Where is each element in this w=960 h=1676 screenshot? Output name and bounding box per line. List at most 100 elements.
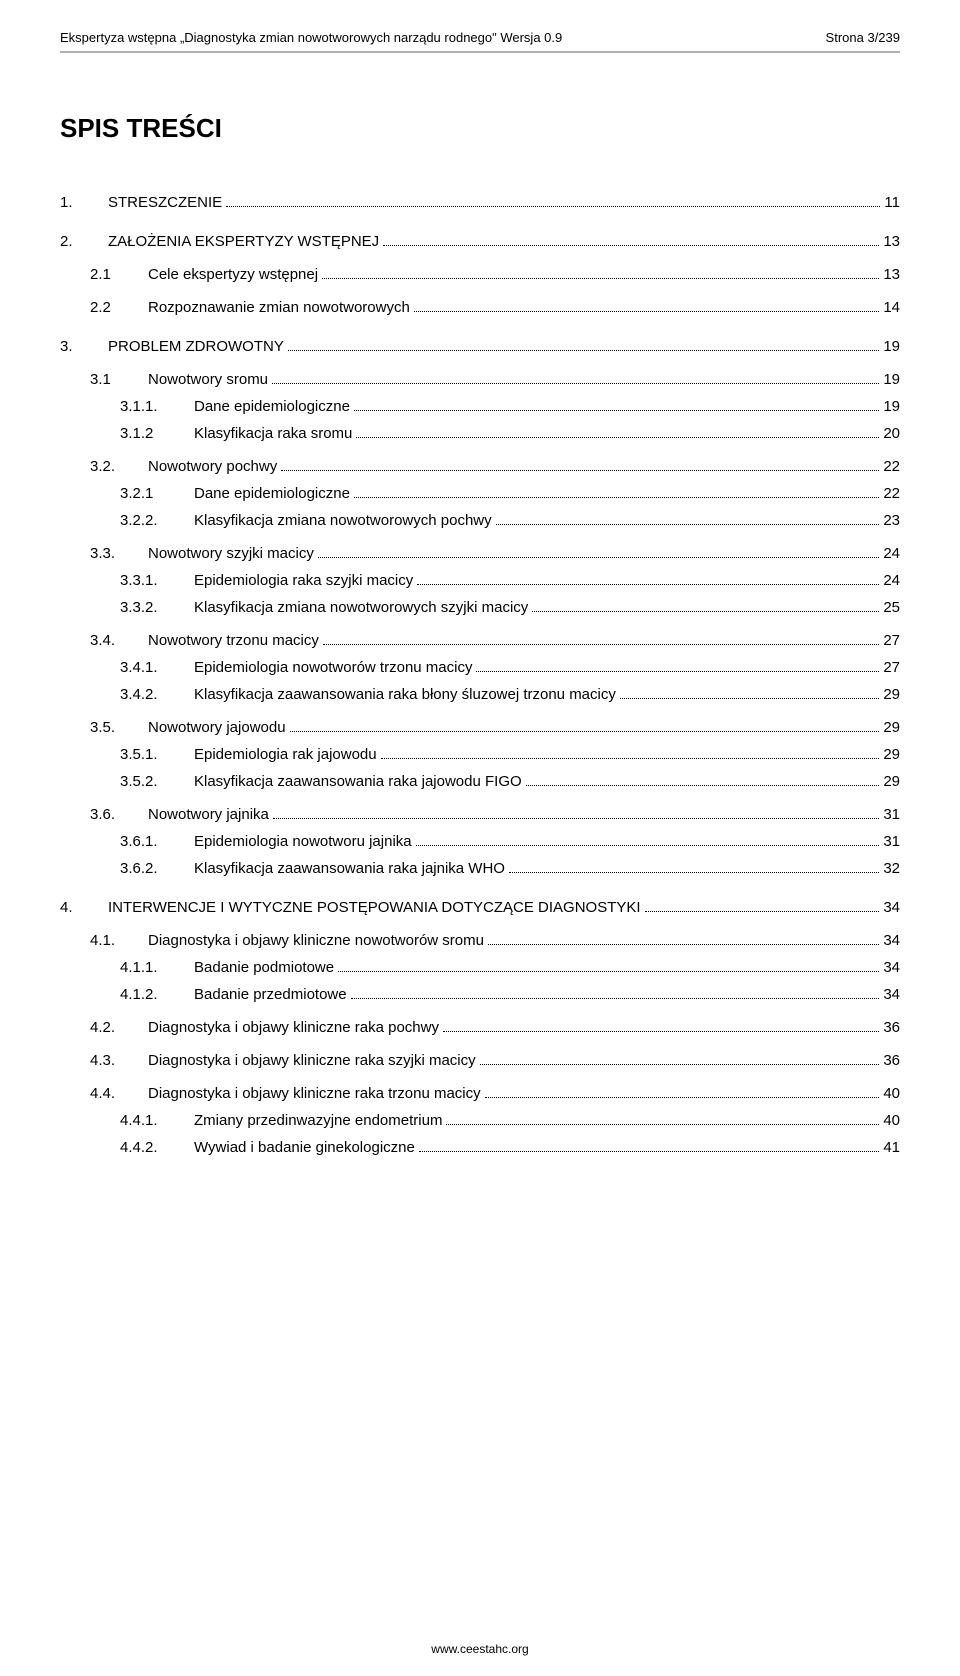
- toc-entry-page: 36: [883, 1019, 900, 1036]
- toc-entry-number: 1.: [60, 194, 108, 211]
- toc-entry-label: Klasyfikacja zaawansowania raka jajnika …: [194, 860, 505, 877]
- toc-entry-label: Zmiany przedinwazyjne endometrium: [194, 1112, 442, 1129]
- toc-leader-dots: [480, 1064, 880, 1065]
- toc-leader-dots: [526, 785, 880, 786]
- toc-leader-dots: [416, 845, 880, 846]
- toc-leader-dots: [476, 671, 879, 672]
- toc-entry-page: 14: [883, 299, 900, 316]
- toc-leader-dots: [532, 611, 879, 612]
- toc-entry-number: 4.1.2.: [120, 986, 194, 1003]
- toc-entry-label: PROBLEM ZDROWOTNY: [108, 338, 284, 355]
- toc-entry: 3.2.Nowotwory pochwy22: [90, 458, 900, 475]
- toc-entry-label: Nowotwory jajnika: [148, 806, 269, 823]
- toc-entry-number: 3.6.1.: [120, 833, 194, 850]
- toc-leader-dots: [290, 731, 880, 732]
- toc-entry-page: 19: [883, 338, 900, 355]
- toc-entry-page: 24: [883, 572, 900, 589]
- toc-entry-number: 3.1: [90, 371, 148, 388]
- toc-leader-dots: [226, 206, 880, 207]
- toc-entry: 3.5.1.Epidemiologia rak jajowodu 29: [120, 746, 900, 763]
- toc-entry-number: 4.4.1.: [120, 1112, 194, 1129]
- toc-leader-dots: [485, 1097, 880, 1098]
- toc-entry: 2.ZAŁOŻENIA EKSPERTYZY WSTĘPNEJ 13: [60, 233, 900, 250]
- toc-leader-dots: [288, 350, 879, 351]
- toc-entry-number: 3.3.: [90, 545, 148, 562]
- toc-entry-label: ZAŁOŻENIA EKSPERTYZY WSTĘPNEJ: [108, 233, 379, 250]
- toc-entry: 3.2.2.Klasyfikacja zmiana nowotworowych …: [120, 512, 900, 529]
- toc-entry-page: 40: [883, 1112, 900, 1129]
- toc-entry-page: 13: [883, 266, 900, 283]
- toc-entry-number: 4.: [60, 899, 108, 916]
- toc-entry: 3.PROBLEM ZDROWOTNY 19: [60, 338, 900, 355]
- page: Ekspertyza wstępna „Diagnostyka zmian no…: [0, 0, 960, 1676]
- toc-entry: 3.6.Nowotwory jajnika 31: [90, 806, 900, 823]
- toc-entry-page: 29: [883, 686, 900, 703]
- toc-entry-number: 3.2.1: [120, 485, 194, 502]
- toc-leader-dots: [496, 524, 880, 525]
- toc-entry-label: Epidemiologia rak jajowodu: [194, 746, 377, 763]
- toc-entry-label: Diagnostyka i objawy kliniczne raka szyj…: [148, 1052, 476, 1069]
- toc-leader-dots: [488, 944, 879, 945]
- toc-leader-dots: [443, 1031, 879, 1032]
- toc-entry-number: 3.5.1.: [120, 746, 194, 763]
- toc-entry-label: Diagnostyka i objawy kliniczne raka trzo…: [148, 1085, 481, 1102]
- toc-entry: 4.1.2.Badanie przedmiotowe34: [120, 986, 900, 1003]
- toc-leader-dots: [383, 245, 879, 246]
- toc-entry: 4.1.Diagnostyka i objawy kliniczne nowot…: [90, 932, 900, 949]
- toc-entry-number: 2.: [60, 233, 108, 250]
- toc-entry-label: Klasyfikacja raka sromu: [194, 425, 352, 442]
- toc-entry-page: 34: [883, 986, 900, 1003]
- toc-entry-page: 32: [883, 860, 900, 877]
- toc-leader-dots: [356, 437, 879, 438]
- toc-entry: 4.2.Diagnostyka i objawy kliniczne raka …: [90, 1019, 900, 1036]
- toc-entry-page: 20: [883, 425, 900, 442]
- toc-entry-label: Nowotwory trzonu macicy: [148, 632, 319, 649]
- toc-entry-page: 31: [883, 806, 900, 823]
- toc-entry: 3.1.2Klasyfikacja raka sromu20: [120, 425, 900, 442]
- toc-entry-number: 3.: [60, 338, 108, 355]
- toc-entry-number: 3.6.2.: [120, 860, 194, 877]
- toc-leader-dots: [414, 311, 880, 312]
- toc-entry-page: 27: [883, 632, 900, 649]
- toc-entry-page: 29: [883, 746, 900, 763]
- toc-entry-label: Diagnostyka i objawy kliniczne raka poch…: [148, 1019, 439, 1036]
- toc-leader-dots: [351, 998, 880, 999]
- toc-entry-number: 3.1.1.: [120, 398, 194, 415]
- toc-entry-label: Epidemiologia nowotworu jajnika: [194, 833, 412, 850]
- toc-entry: 3.5.2.Klasyfikacja zaawansowania raka ja…: [120, 773, 900, 790]
- toc-entry: 3.4.2.Klasyfikacja zaawansowania raka bł…: [120, 686, 900, 703]
- header-left: Ekspertyza wstępna „Diagnostyka zmian no…: [60, 30, 562, 45]
- toc-entry-page: 41: [883, 1139, 900, 1156]
- toc-entry: 3.3.2.Klasyfikacja zmiana nowotworowych …: [120, 599, 900, 616]
- toc-leader-dots: [509, 872, 879, 873]
- toc-entry: 4.4.Diagnostyka i objawy kliniczne raka …: [90, 1085, 900, 1102]
- toc-entry-label: Badanie podmiotowe: [194, 959, 334, 976]
- toc-entry-label: Diagnostyka i objawy kliniczne nowotworó…: [148, 932, 484, 949]
- toc-entry-label: INTERWENCJE I WYTYCZNE POSTĘPOWANIA DOTY…: [108, 899, 641, 916]
- toc-entry-label: Nowotwory szyjki macicy: [148, 545, 314, 562]
- toc-entry-page: 34: [883, 932, 900, 949]
- toc-entry-number: 3.4.2.: [120, 686, 194, 703]
- toc-entry-number: 3.5.2.: [120, 773, 194, 790]
- toc-entry: 3.1.1.Dane epidemiologiczne19: [120, 398, 900, 415]
- toc-entry-number: 3.4.1.: [120, 659, 194, 676]
- toc-entry: 3.6.2.Klasyfikacja zaawansowania raka ja…: [120, 860, 900, 877]
- toc-entry: 4.1.1.Badanie podmiotowe34: [120, 959, 900, 976]
- toc-entry-label: Epidemiologia raka szyjki macicy: [194, 572, 413, 589]
- toc-entry-page: 13: [883, 233, 900, 250]
- toc-entry-number: 3.5.: [90, 719, 148, 736]
- toc-leader-dots: [417, 584, 879, 585]
- toc-entry-number: 3.6.: [90, 806, 148, 823]
- toc-leader-dots: [381, 758, 880, 759]
- toc-entry-label: Dane epidemiologiczne: [194, 398, 350, 415]
- toc-entry-number: 4.4.: [90, 1085, 148, 1102]
- toc-entry-label: Epidemiologia nowotworów trzonu macicy: [194, 659, 472, 676]
- toc-entry-page: 36: [883, 1052, 900, 1069]
- toc-entry-page: 40: [883, 1085, 900, 1102]
- toc-entry-page: 23: [883, 512, 900, 529]
- toc-entry: 4.4.1.Zmiany przedinwazyjne endometrium 4…: [120, 1112, 900, 1129]
- toc-leader-dots: [318, 557, 879, 558]
- toc-entry: 4.3.Diagnostyka i objawy kliniczne raka …: [90, 1052, 900, 1069]
- toc-leader-dots: [281, 470, 879, 471]
- toc-entry-label: Klasyfikacja zaawansowania raka błony śl…: [194, 686, 616, 703]
